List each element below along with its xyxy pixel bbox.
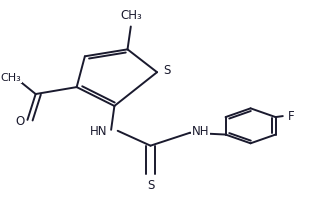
Text: HN: HN [90, 125, 107, 138]
Text: F: F [288, 110, 295, 123]
Text: S: S [147, 179, 154, 192]
Text: CH₃: CH₃ [1, 73, 21, 83]
Text: CH₃: CH₃ [120, 9, 142, 22]
Text: O: O [16, 115, 25, 128]
Text: S: S [163, 64, 170, 77]
Text: NH: NH [191, 125, 209, 138]
Text: O: O [5, 71, 14, 84]
